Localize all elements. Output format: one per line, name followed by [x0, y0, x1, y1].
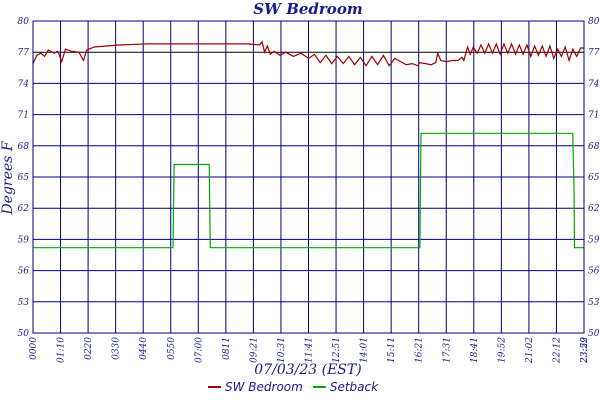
y-tick-label-left: 50: [18, 329, 30, 339]
y-tick-label-right: 59: [588, 235, 600, 245]
y-tick-label-left: 71: [18, 111, 29, 121]
y-tick-label-left: 53: [18, 298, 30, 308]
x-tick-label: 10:31: [277, 337, 287, 363]
x-tick-label: 15:11: [387, 337, 397, 363]
legend-label: SW Bedroom: [225, 380, 303, 394]
x-tick-label: 12:51: [332, 337, 342, 363]
x-axis: 0000 01:10 0220 0330 0440 0550 07:00 0811 09:21 1…: [29, 337, 590, 364]
x-tick-label: 14:01: [360, 337, 370, 363]
series-line: [32, 40, 584, 67]
x-tick-label: 07:00: [194, 337, 204, 363]
legend: SW Bedroom Setback: [208, 380, 379, 394]
x-tick-label: 0440: [139, 337, 149, 360]
plot-frame: [32, 20, 585, 334]
y-tick-label-left: 74: [18, 79, 30, 89]
y-tick-label-left: 65: [18, 173, 30, 183]
y-tick-label-left: 59: [18, 235, 30, 245]
y-axis-left: 50 53 56 59 62 65 68 71 74 77 80: [18, 17, 30, 339]
grid: [33, 20, 584, 334]
x-tick-label: 0811: [222, 337, 232, 360]
y-tick-label-right: 50: [588, 329, 600, 339]
y-tick-label-right: 80: [588, 17, 600, 27]
x-tick-label: 21:02: [525, 337, 535, 364]
chart-title: SW Bedroom: [253, 0, 362, 18]
x-tick-label: 0550: [167, 337, 177, 360]
x-tick-label: 01:10: [57, 337, 67, 363]
x-tick-label: 17:31: [442, 337, 452, 363]
y-tick-label-right: 56: [588, 267, 600, 277]
y-tick-label-right: 65: [588, 173, 600, 183]
y-axis-right: 50 53 56 59 62 65 68 71 74 77 80: [588, 17, 600, 339]
series-line: [33, 132, 584, 249]
y-tick-label-left: 80: [18, 17, 30, 27]
x-tick-label: 09:21: [249, 337, 259, 363]
y-tick-label-left: 62: [18, 204, 30, 214]
x-tick-label: 0000: [29, 337, 39, 360]
x-tick-label: 23:22: [580, 337, 590, 364]
y-tick-label-left: 56: [18, 267, 30, 277]
x-tick-label: 18:41: [470, 337, 480, 363]
x-tick-label: 0330: [112, 337, 122, 360]
series-layer: [32, 40, 584, 249]
y-tick-label-right: 68: [588, 142, 600, 152]
x-tick-label: 19:52: [497, 337, 507, 363]
x-tick-label: 11:41: [305, 337, 315, 363]
x-tick-label: 0220: [84, 337, 94, 360]
x-tick-label: 16:21: [415, 337, 425, 363]
x-axis-label: 07/03/23 (EST): [254, 362, 361, 378]
y-tick-label-right: 74: [588, 79, 600, 89]
legend-label: Setback: [330, 380, 379, 394]
y-tick-label-right: 62: [588, 204, 600, 214]
y-tick-label-left: 68: [18, 142, 30, 152]
y-tick-label-left: 77: [18, 48, 30, 58]
x-tick-label: 23:59: [580, 337, 590, 364]
y-tick-label-right: 71: [588, 111, 599, 121]
y-tick-label-right: 77: [588, 48, 600, 58]
x-tick-label: 22:12: [552, 337, 562, 364]
y-axis-label: Degrees F: [0, 140, 16, 215]
y-tick-label-right: 53: [588, 298, 600, 308]
